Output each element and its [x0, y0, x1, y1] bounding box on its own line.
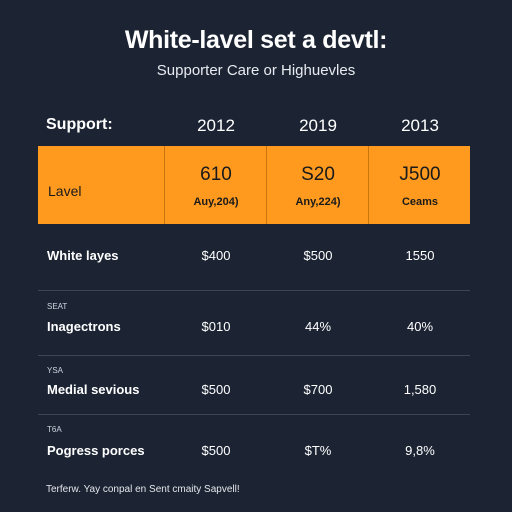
table-cell: 40%: [406, 319, 434, 334]
highlight-value: 610: [200, 164, 232, 185]
table-cell: $500: [201, 443, 231, 458]
table-cell: $500: [303, 248, 333, 263]
table-cell: $T%: [304, 443, 332, 458]
column-divider: [368, 146, 369, 224]
table-cell: $400: [201, 248, 231, 263]
table-cell: 1550: [405, 248, 435, 263]
column-divider: [164, 146, 165, 224]
table-cell: 1,580: [403, 382, 437, 397]
row-label: Medial sevious: [47, 382, 140, 397]
year-header-1: 2012: [197, 116, 235, 135]
highlight-value: S20: [301, 164, 335, 185]
table-row: SEAT Inagectrons $010 44% 40%: [38, 291, 470, 356]
table-cell: $500: [201, 382, 231, 397]
highlight-row: Lavel 610 Auy,204) S20 Any,224) J500 Cea…: [38, 146, 470, 224]
year-header-3: 2013: [401, 116, 439, 135]
table-cell: $010: [201, 319, 231, 334]
table-cell: 44%: [304, 319, 332, 334]
table-header-row: Support: 2012 2019 2013: [38, 108, 470, 146]
row-label: White layes: [47, 248, 119, 263]
highlight-subvalue: Ceams: [401, 196, 439, 208]
table-row: YSA Medial sevious $500 $700 1,580: [38, 356, 470, 415]
comparison-table: Support: 2012 2019 2013 Lavel 610 Auy,20…: [38, 108, 470, 469]
highlight-subvalue: Any,224): [295, 196, 341, 208]
table-cell: 9,8%: [405, 443, 435, 458]
table-row: White layes $400 $500 1550: [38, 224, 470, 291]
highlight-cell-1: 610 Auy,204): [166, 146, 266, 224]
page-subtitle: Supporter Care or Highuevles: [156, 62, 356, 79]
table-cell: $700: [303, 382, 333, 397]
year-header-2: 2019: [299, 116, 337, 135]
highlight-subvalue: Auy,204): [193, 196, 239, 208]
row-tag: SEAT: [47, 302, 68, 311]
footer-note: Terferw. Yay conpal en Sent cmaity Sapve…: [46, 484, 240, 495]
row-label: Pogress porces: [47, 443, 145, 458]
highlight-cell-2: S20 Any,224): [268, 146, 368, 224]
row-tag: T6A: [47, 425, 62, 434]
column-divider: [266, 146, 267, 224]
row-label: Inagectrons: [47, 319, 121, 334]
row-header-label: Support:: [46, 116, 113, 133]
highlight-cell-3: J500 Ceams: [370, 146, 470, 224]
highlight-value: J500: [399, 164, 441, 185]
highlight-label: Lavel: [48, 183, 82, 199]
page-title: White-lavel set a devtl:: [124, 26, 388, 54]
table-row: T6A Pogress porces $500 $T% 9,8%: [38, 415, 470, 469]
row-tag: YSA: [47, 366, 64, 375]
